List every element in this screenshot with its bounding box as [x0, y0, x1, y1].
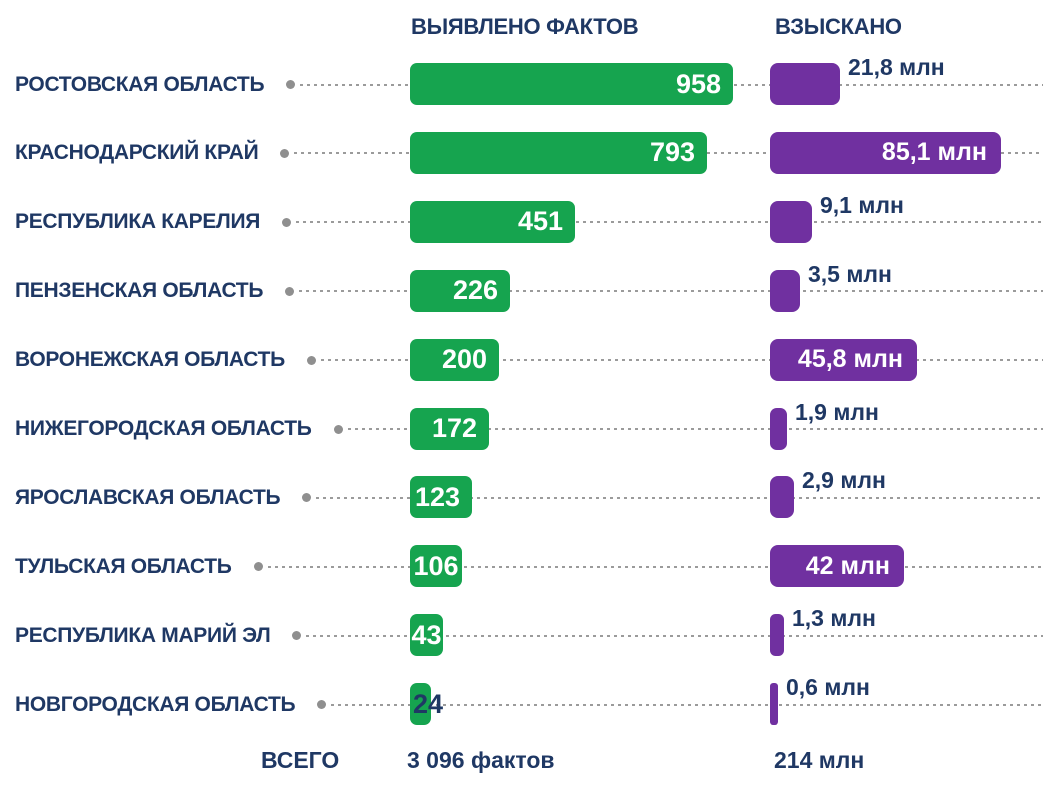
region-label: КРАСНОДАРСКИЙ КРАЙ	[15, 141, 259, 165]
leader-dot-icon	[306, 355, 316, 365]
facts-value: 958	[675, 68, 721, 99]
leader-dot-icon	[253, 562, 263, 572]
facts-bar: 106	[410, 545, 462, 588]
leader-line	[296, 221, 1043, 224]
leader-line	[306, 634, 1043, 637]
region-label: ТУЛЬСКАЯ ОБЛАСТЬ	[15, 554, 232, 578]
recovered-bar	[770, 269, 800, 312]
facts-column-header: ВЫЯВЛЕНО ФАКТОВ	[411, 14, 639, 39]
region-label: РОСТОВСКАЯ ОБЛАСТЬ	[15, 72, 265, 96]
chart-row: НИЖЕГОРОДСКАЯ ОБЛАСТЬ 172 1,9 млн	[0, 395, 1053, 464]
chart-row: КРАСНОДАРСКИЙ КРАЙ 793 85,1 млн	[0, 119, 1053, 188]
chart-row: ВОРОНЕЖСКАЯ ОБЛАСТЬ 200 45,8 млн	[0, 326, 1053, 395]
facts-bar: 226	[410, 269, 510, 312]
leader-dot-icon	[285, 286, 295, 296]
leader-dot-icon	[292, 631, 302, 641]
leader-line	[299, 290, 1043, 293]
facts-value: 43	[411, 619, 442, 650]
leader-line	[267, 565, 1043, 568]
totals-recovered-value: 214 млн	[774, 747, 865, 773]
totals-row: ВСЕГО 3 096 фактов 214 млн	[0, 747, 1053, 779]
chart-row: ЯРОСЛАВСКАЯ ОБЛАСТЬ 123 2,9 млн	[0, 463, 1053, 532]
facts-bar: 793	[410, 131, 707, 174]
recovered-value: 1,3 млн	[792, 605, 876, 632]
region-label: ЯРОСЛАВСКАЯ ОБЛАСТЬ	[15, 485, 281, 509]
facts-bar: 200	[410, 338, 499, 381]
region-label: ВОРОНЕЖСКАЯ ОБЛАСТЬ	[15, 348, 285, 372]
region-label: ПЕНЗЕНСКАЯ ОБЛАСТЬ	[15, 279, 264, 303]
leader-dot-icon	[302, 493, 312, 503]
recovered-value: 0,6 млн	[786, 674, 870, 701]
recovered-bar: 85,1 млн	[770, 131, 1001, 174]
recovered-value: 42 млн	[805, 551, 890, 580]
chart-row: ТУЛЬСКАЯ ОБЛАСТЬ 106 42 млн	[0, 532, 1053, 601]
facts-bar: 123	[410, 476, 472, 519]
leader-line	[347, 428, 1043, 430]
chart-row: ПЕНЗЕНСКАЯ ОБЛАСТЬ 226 3,5 млн	[0, 257, 1053, 326]
chart-row: РЕСПУБЛИКА КАРЕЛИЯ 451 9,1 млн	[0, 188, 1053, 257]
chart-row: РЕСПУБЛИКА МАРИЙ ЭЛ 43 1,3 млн	[0, 601, 1053, 670]
chart-row: НОВГОРОДСКАЯ ОБЛАСТЬ 24 0,6 млн	[0, 670, 1053, 739]
recovered-value: 45,8 млн	[797, 345, 903, 374]
recovered-bar: 45,8 млн	[770, 338, 917, 381]
facts-bar	[410, 683, 431, 726]
recovered-value: 85,1 млн	[881, 138, 987, 167]
facts-bar: 451	[410, 200, 575, 243]
leader-line	[316, 496, 1043, 499]
facts-bar: 958	[410, 63, 733, 105]
recovered-bar	[770, 407, 787, 450]
recovered-column-header: ВЗЫСКАНО	[775, 14, 902, 39]
region-label: НИЖЕГОРОДСКАЯ ОБЛАСТЬ	[15, 417, 312, 440]
recovered-value: 3,5 млн	[808, 260, 892, 287]
leader-dot-icon	[286, 80, 296, 89]
facts-value: 226	[452, 275, 498, 306]
facts-value: 451	[517, 206, 563, 237]
leader-dot-icon	[333, 424, 343, 434]
facts-value: 106	[413, 550, 459, 581]
facts-bar: 43	[410, 614, 443, 657]
leader-dot-icon	[317, 700, 327, 710]
facts-value: 793	[649, 137, 695, 168]
facts-value: 172	[431, 413, 477, 443]
facts-value: 123	[414, 481, 460, 512]
region-label: РЕСПУБЛИКА МАРИЙ ЭЛ	[15, 623, 271, 647]
totals-label: ВСЕГО	[261, 747, 340, 773]
recovered-bar	[770, 200, 812, 243]
facts-value: 200	[441, 344, 487, 375]
region-label: РЕСПУБЛИКА КАРЕЛИЯ	[15, 210, 261, 234]
totals-facts-value: 3 096 фактов	[407, 747, 555, 773]
leader-line	[320, 359, 1043, 362]
recovered-value: 1,9 млн	[795, 398, 879, 425]
recovered-bar	[770, 63, 840, 105]
recovered-bar	[770, 476, 794, 519]
recovered-value: 9,1 млн	[820, 191, 904, 218]
recovered-value: 2,9 млн	[802, 467, 886, 494]
recovered-bar: 42 млн	[770, 545, 904, 588]
region-label: НОВГОРОДСКАЯ ОБЛАСТЬ	[15, 692, 296, 716]
recovered-value: 21,8 млн	[848, 54, 945, 80]
leader-dot-icon	[282, 217, 292, 227]
facts-bar: 172	[410, 407, 489, 450]
facts-value: 24	[413, 689, 444, 720]
chart-row: РОСТОВСКАЯ ОБЛАСТЬ 958 21,8 млн	[0, 50, 1053, 119]
leader-line	[331, 703, 1043, 706]
leader-dot-icon	[280, 148, 290, 158]
recovered-bar	[770, 614, 784, 657]
recovered-bar	[770, 683, 778, 726]
